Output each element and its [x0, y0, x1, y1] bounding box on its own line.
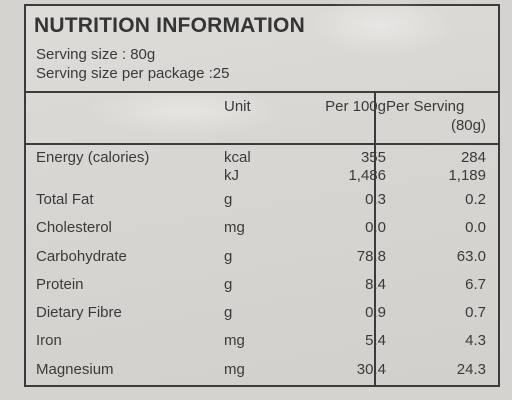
- nutrient-name: Protein: [36, 276, 84, 293]
- nutrient-name: Total Fat: [36, 191, 94, 208]
- nutrient-unit: kcal: [224, 149, 251, 166]
- nutrient-unit: mg: [224, 219, 245, 236]
- nutrient-unit: mg: [224, 361, 245, 378]
- nutrient-unit: g: [224, 276, 233, 293]
- nutrient-per-serving: 1,189: [448, 167, 486, 184]
- nutrition-label: NUTRITION INFORMATION Serving size : 80g…: [24, 0, 500, 387]
- nutrient-name: Carbohydrate: [36, 248, 127, 265]
- nutrient-per-serving: 6.7: [465, 276, 486, 293]
- header-unit: Unit: [224, 98, 251, 115]
- nutrient-unit: g: [224, 248, 233, 265]
- nutrient-unit: g: [224, 191, 233, 208]
- nutrient-name: Energy (calories): [36, 149, 150, 166]
- nutrient-unit: mg: [224, 332, 245, 349]
- nutrient-per-serving: 0.7: [465, 304, 486, 321]
- nutrient-per-100g: 0.0: [365, 219, 386, 236]
- nutrient-per-100g: 8.4: [365, 276, 386, 293]
- nutrient-per-serving: 0.0: [465, 219, 486, 236]
- nutrient-per-100g: 30.4: [356, 361, 386, 378]
- header-per-serving: Per Serving: [386, 98, 465, 115]
- glare-highlight: [306, 0, 456, 56]
- nutrient-per-serving: 63.0: [456, 248, 486, 265]
- nutrient-name: Cholesterol: [36, 219, 112, 236]
- nutrient-per-100g: 0.9: [365, 304, 386, 321]
- divider: [26, 91, 498, 93]
- nutrient-per-100g: 78.8: [356, 248, 386, 265]
- nutrient-unit: g: [224, 304, 233, 321]
- servings-per-package: Serving size per package :25: [36, 65, 230, 82]
- serving-size: Serving size : 80g: [36, 46, 156, 63]
- nutrient-per-serving: 284: [460, 149, 486, 166]
- glare-highlight: [86, 86, 286, 136]
- nutrient-name: Iron: [36, 332, 62, 349]
- nutrient-per-100g: 1,486: [348, 167, 386, 184]
- nutrient-unit: kJ: [224, 167, 239, 184]
- nutrient-per-serving: 0.2: [465, 191, 486, 208]
- nutrient-per-100g: 5.4: [365, 332, 386, 349]
- divider: [26, 143, 498, 145]
- label-title: NUTRITION INFORMATION: [34, 14, 305, 37]
- nutrient-name: Magnesium: [36, 361, 114, 378]
- nutrient-per-100g: 355: [360, 149, 386, 166]
- nutrient-per-serving: 4.3: [465, 332, 486, 349]
- header-per-serving-size: (80g): [450, 117, 486, 134]
- column-divider: [374, 91, 376, 385]
- header-per-100g: Per 100g: [325, 98, 386, 115]
- nutrient-per-100g: 0.3: [365, 191, 386, 208]
- nutrient-per-serving: 24.3: [456, 361, 486, 378]
- nutrient-name: Dietary Fibre: [36, 304, 122, 321]
